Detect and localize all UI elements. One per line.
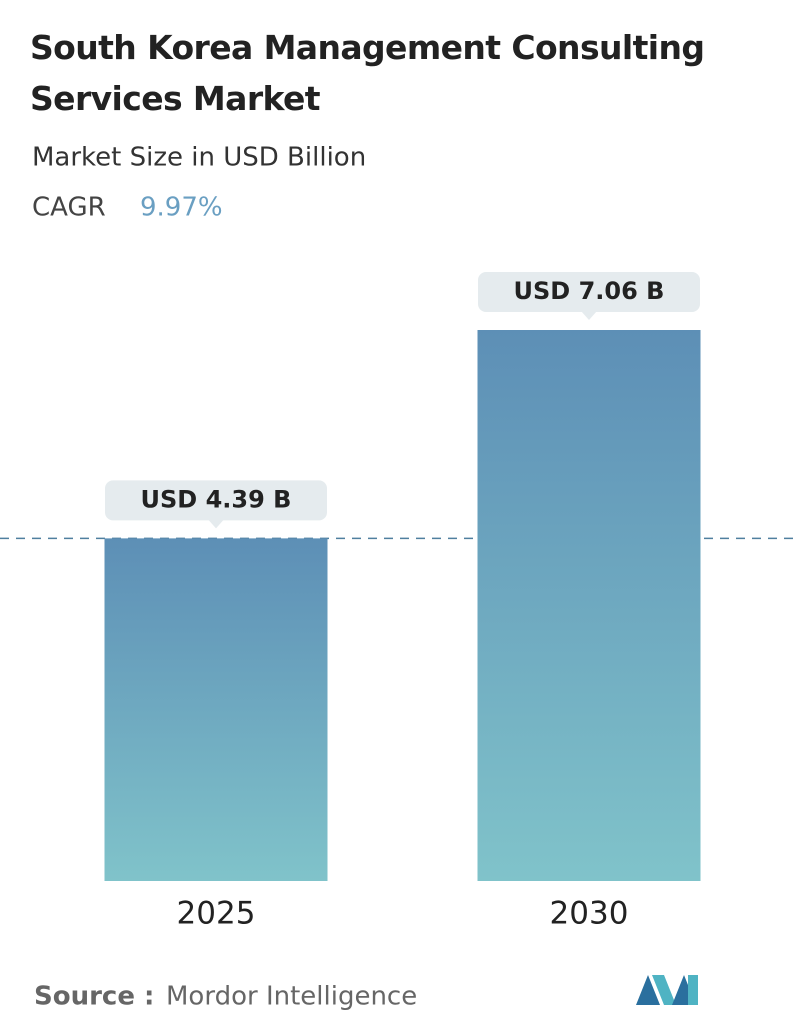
cagr-label: CAGR xyxy=(32,193,106,223)
source-label: Source : xyxy=(34,982,154,1012)
value-label-pointer xyxy=(581,311,597,320)
chart-title: South Korea Management Consulting Servic… xyxy=(30,28,705,118)
value-label-box xyxy=(105,480,327,521)
value-label: USD 4.39 B xyxy=(141,485,292,513)
bar xyxy=(477,330,701,881)
cagr-value: 9.97% xyxy=(140,193,223,223)
bar xyxy=(104,538,328,881)
logo xyxy=(636,975,698,1005)
value-label: USD 7.06 B xyxy=(514,277,665,305)
value-label-box xyxy=(478,272,700,312)
subtitle: Market Size in USD Billion xyxy=(32,143,366,173)
x-tick-label: 2030 xyxy=(550,896,629,932)
value-label-pointer xyxy=(208,519,224,529)
x-tick-label: 2025 xyxy=(177,896,256,932)
title-box: South Korea Management Consulting Servic… xyxy=(30,28,705,118)
source-name: Mordor Intelligence xyxy=(166,982,417,1012)
